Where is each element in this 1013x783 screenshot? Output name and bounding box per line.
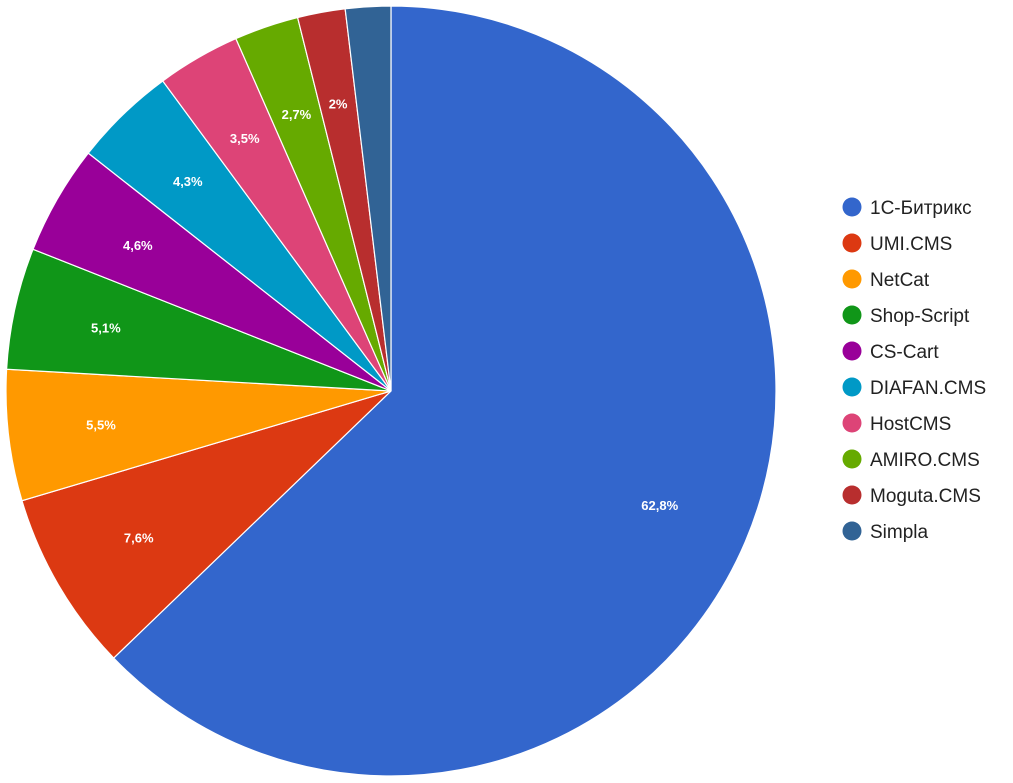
slice-value-label-hostcms: 3,5% (230, 131, 260, 146)
legend-label: Simpla (870, 522, 929, 543)
legend-item-1c-битрикс: 1C-Битрикс (842, 197, 972, 219)
slice-value-label-netcat: 5,5% (86, 417, 116, 432)
legend-label: Shop-Script (870, 306, 970, 327)
legend-label: CS-Cart (870, 342, 939, 363)
legend-label: UMI.CMS (870, 234, 952, 255)
legend-item-cs-cart: CS-Cart (842, 341, 939, 363)
legend-swatch (842, 449, 862, 469)
slice-value-label-1c-битрикс: 62,8% (641, 498, 678, 513)
legend-item-moguta-cms: Moguta.CMS (842, 485, 981, 507)
legend-swatch (842, 521, 862, 541)
legend-item-netcat: NetCat (842, 269, 930, 291)
legend-item-umi-cms: UMI.CMS (842, 233, 952, 255)
legend: 1C-Битрикс UMI.CMS NetCat Shop-Script CS-Car… (842, 197, 986, 543)
legend-label: Moguta.CMS (870, 486, 981, 507)
legend-item-diafan-cms: DIAFAN.CMS (842, 377, 986, 399)
legend-label: AMIRO.CMS (870, 450, 980, 471)
legend-item-simpla: Simpla (842, 521, 929, 543)
slice-value-label-diafan-cms: 4,3% (173, 174, 203, 189)
pie-slice-labels: 62,8% 7,6% 5,5% 5,1% 4,6% 4,3% 3,5% 2,7% 2% (86, 96, 678, 545)
legend-swatch (842, 485, 862, 505)
legend-label: DIAFAN.CMS (870, 378, 986, 399)
slice-value-label-cs-cart: 4,6% (123, 238, 153, 253)
legend-swatch (842, 377, 862, 397)
legend-swatch (842, 413, 862, 433)
pie-slice-simpla (344, 5, 392, 392)
slice-value-label-amiro-cms: 2,7% (282, 107, 312, 122)
legend-item-amiro-cms: AMIRO.CMS (842, 449, 980, 471)
pie-slices (5, 5, 777, 777)
legend-swatch (842, 305, 862, 325)
legend-label: HostCMS (870, 414, 951, 435)
legend-swatch (842, 197, 862, 217)
legend-item-hostcms: HostCMS (842, 413, 951, 435)
pie-slice-netcat (5, 368, 392, 502)
legend-label: 1C-Битрикс (870, 198, 972, 219)
legend-item-shop-script: Shop-Script (842, 305, 970, 327)
pie-slice-umi-cms (21, 390, 392, 659)
slice-value-label-shop-script: 5,1% (91, 321, 121, 336)
pie-slice-1c-битрикс (112, 5, 777, 777)
legend-swatch (842, 233, 862, 253)
legend-swatch (842, 269, 862, 289)
legend-swatch (842, 341, 862, 361)
slice-value-label-umi-cms: 7,6% (124, 531, 154, 546)
slice-value-label-moguta-cms: 2% (329, 96, 348, 111)
legend-label: NetCat (870, 270, 930, 291)
